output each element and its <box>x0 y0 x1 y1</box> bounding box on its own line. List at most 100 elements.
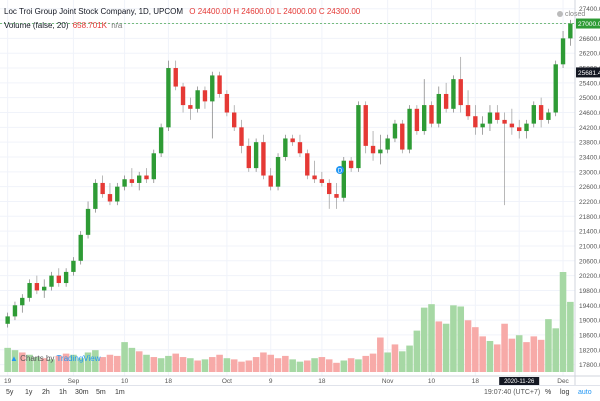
candle-body <box>180 86 186 106</box>
candle-body <box>568 23 573 39</box>
candle-body <box>217 75 222 94</box>
candle <box>283 134 288 161</box>
candle-body <box>27 283 32 298</box>
candle <box>85 201 91 239</box>
candle-body <box>407 108 412 150</box>
candle-body <box>392 123 398 139</box>
candle-body <box>429 105 434 124</box>
volume-bar <box>245 360 253 372</box>
candle <box>158 123 164 157</box>
candle <box>531 101 536 128</box>
timeframe-30m[interactable]: 30m <box>75 389 89 396</box>
volume-bar <box>282 355 289 372</box>
volume-bar <box>260 352 267 372</box>
candle-body <box>400 123 405 150</box>
volume-bar <box>92 350 99 372</box>
candle-body <box>268 175 273 187</box>
time-tick-label: 10 <box>121 378 129 385</box>
candle <box>217 71 222 98</box>
candle-body <box>385 138 390 150</box>
price-tick-label: 20200.00 <box>579 273 600 280</box>
volume-bar <box>33 357 41 372</box>
timeframe-1y[interactable]: 1y <box>25 389 33 396</box>
candle <box>517 119 522 139</box>
candle-body <box>297 142 303 154</box>
volume-bar <box>179 357 187 372</box>
price-axis[interactable]: 17800.00 18200.00 18600.00 19000.00 19400.00… <box>574 0 600 385</box>
chart-legend: Loc Troi Group Joint Stock Company, 1D, … <box>4 7 360 30</box>
candle-body <box>327 182 332 195</box>
timeframe-5y[interactable]: 5y <box>6 389 14 396</box>
candle-body <box>5 316 10 324</box>
volume-bar <box>289 359 296 372</box>
volume-bar <box>238 361 245 372</box>
candle <box>122 175 127 191</box>
time-tick-label: 18 <box>472 378 480 385</box>
dividend-marker-icon[interactable]: D <box>336 166 344 175</box>
candle <box>319 171 325 187</box>
candle-body <box>78 234 83 261</box>
candle <box>129 168 135 187</box>
volume-bar <box>428 304 435 372</box>
candle <box>378 134 383 165</box>
price-tick-label: 26600.00 <box>579 36 600 43</box>
percent-scale-toggle[interactable]: % <box>545 389 552 396</box>
volume-bar <box>201 359 209 372</box>
volume-indicator-na: n/a <box>111 21 123 30</box>
price-tick-label: 25400.00 <box>579 80 600 87</box>
volume-bar <box>150 357 158 372</box>
candle <box>27 279 32 302</box>
volume-bar <box>216 354 223 372</box>
candle-body <box>93 182 98 209</box>
attribution-brand[interactable]: TradingView <box>56 354 101 363</box>
volume-bar <box>545 319 552 372</box>
candle <box>327 179 332 209</box>
crosshair-date-badge <box>499 377 540 385</box>
symbol-title[interactable]: Loc Troi Group Joint Stock Company, 1D, … <box>4 7 184 16</box>
volume-bar <box>420 307 428 372</box>
candle <box>239 119 244 154</box>
volume-bar <box>208 357 216 372</box>
candle-body <box>517 127 522 132</box>
candle-body <box>553 64 558 113</box>
time-tick-label: Oct <box>222 378 232 385</box>
candle-body <box>422 105 427 132</box>
candle-body <box>202 90 208 102</box>
time-tick-label: Sep <box>68 378 80 385</box>
volume-bar <box>55 355 63 372</box>
timeframe-1h[interactable]: 1h <box>59 389 67 396</box>
candle <box>451 75 456 113</box>
price-tick-label: 19800.00 <box>579 288 600 295</box>
timeframe-5m[interactable]: 5m <box>96 389 106 396</box>
volume-bar <box>113 355 121 372</box>
candle-body <box>378 149 383 154</box>
timeframe-1m[interactable]: 1m <box>115 389 125 396</box>
volume-indicator-label[interactable]: Volume (false, 20) <box>4 21 69 30</box>
candle-body <box>473 116 478 128</box>
price-tick-label: 18600.00 <box>579 332 600 339</box>
timeframe-2h[interactable]: 2h <box>42 389 50 396</box>
volume-bar <box>457 306 465 372</box>
market-status-label: closed <box>565 11 586 18</box>
candle-body <box>166 68 171 128</box>
price-tick-label: 20600.00 <box>579 258 600 265</box>
market-status-icon <box>557 11 563 18</box>
log-scale-toggle[interactable]: log <box>560 389 570 396</box>
candle <box>385 134 390 154</box>
candle-body <box>290 138 295 143</box>
price-candles <box>5 19 573 328</box>
time-tick-label: 2020-11-26 <box>504 379 535 385</box>
volume-bar <box>450 305 457 372</box>
volume-bar <box>84 352 92 372</box>
tradingview-attribution[interactable]: ▲ Charts by TradingView <box>10 354 101 363</box>
auto-scale-toggle[interactable]: auto <box>578 389 592 396</box>
volume-bar <box>223 358 231 372</box>
price-tick-label: 21000.00 <box>579 243 600 250</box>
candle-body <box>334 194 339 198</box>
volume-bar <box>552 328 560 372</box>
candle <box>312 160 317 183</box>
candle-body <box>158 127 164 154</box>
candle <box>115 182 120 206</box>
clock-display[interactable]: 19:07:40 (UTC+7) <box>484 389 541 396</box>
